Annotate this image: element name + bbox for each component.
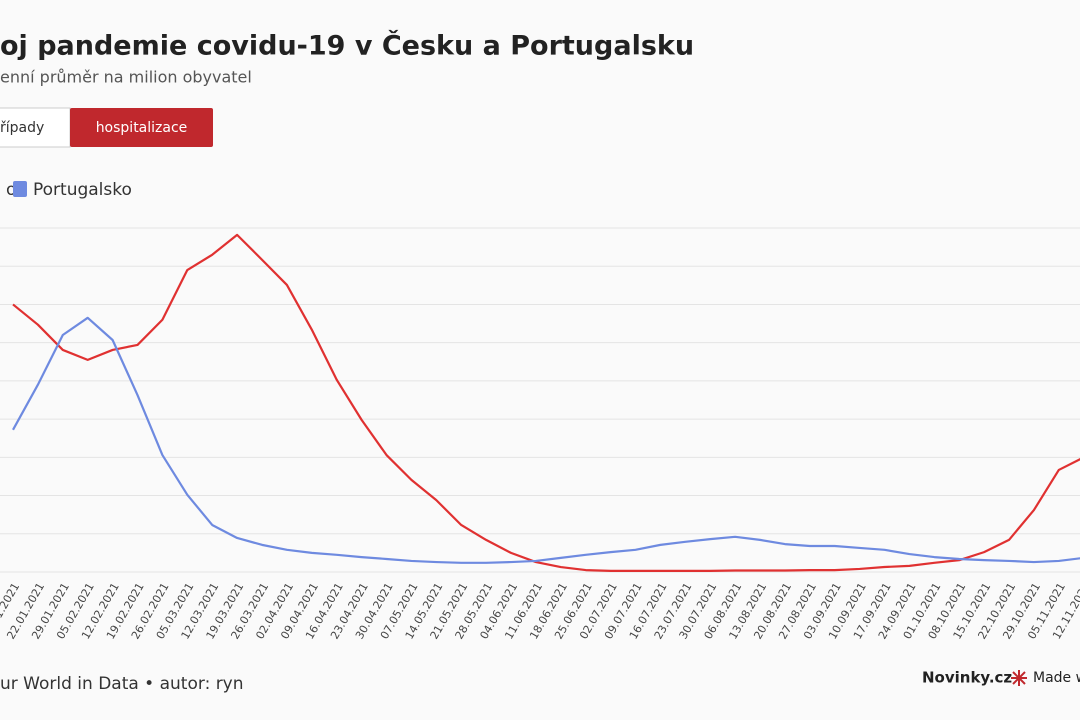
legend-label: o (6, 180, 16, 200)
series-line (12, 316, 1080, 564)
chart-title: oj pandemie covidu-19 v Česku a Portugal… (0, 30, 694, 62)
legend-swatch (13, 181, 27, 197)
source: ur World in Data • autor: ryn (0, 674, 244, 694)
button-cases-label[interactable]: řípady (0, 120, 44, 136)
made-icon (1011, 670, 1027, 686)
chart-subtitle: enní průměr na milion obyvatel (0, 68, 252, 87)
button-hospital[interactable] (70, 108, 213, 147)
made-with: Made w (1033, 670, 1080, 686)
legend-label: Portugalsko (33, 180, 132, 200)
button-hospital-label[interactable]: hospitalizace (96, 120, 188, 136)
series-line (12, 233, 1080, 572)
brand: Novinky.cz (922, 669, 1012, 687)
